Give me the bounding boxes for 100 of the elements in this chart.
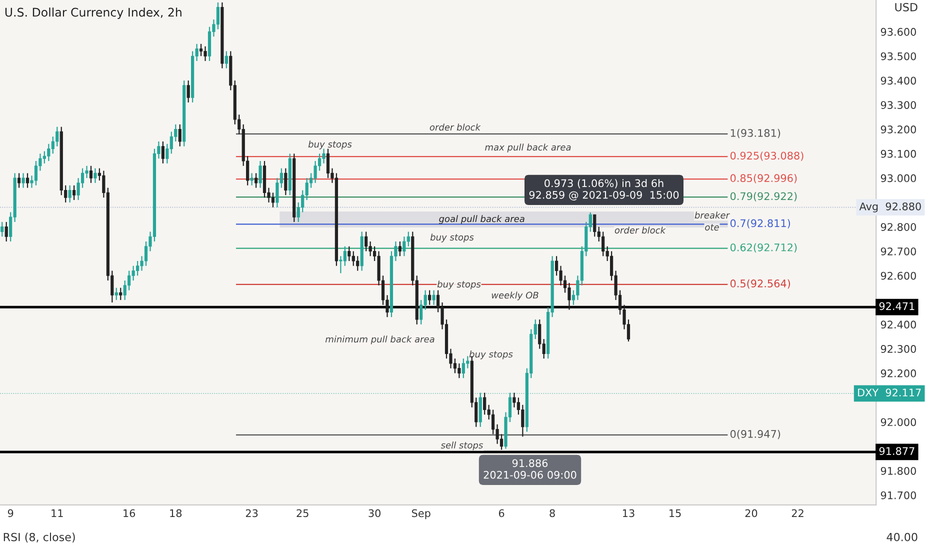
candlestick [364,231,368,252]
candlestick [352,250,355,266]
y-tick-label: 93.400 [880,76,916,85]
candlestick [250,172,254,186]
annotation: order block [614,226,666,234]
annotation: sell stops [440,442,483,450]
annotation: ote [705,224,719,231]
ref-line-label: 0.85(92.996) [730,174,797,184]
y-tick-label: 92.600 [880,272,916,280]
candlestick [114,287,118,301]
ref-line-label: 0(91.947) [730,430,780,440]
candlestick [34,160,38,186]
text: RSI (8, close) [4,532,75,543]
candlestick [432,290,436,306]
ref-line-label: 0.79(92.922) [730,192,797,202]
ref-line-label: DXY 92.117 [858,388,921,396]
candlestick [204,46,207,62]
annotation: order block [430,124,481,131]
candlestick [322,148,326,164]
x-tick-label: 11 [52,509,63,517]
y-tick-label: 91.700 [880,491,916,500]
candlestick [568,282,571,310]
candlestick [368,240,372,257]
annotation: 0.973 (1.06%) in 3d 6h 92.859 @ 2021-09-09 15:00 [529,179,679,200]
x-tick-label: Sep [412,509,430,520]
candlestick [284,168,288,196]
candlestick [398,240,402,257]
candlestick [94,168,97,184]
annotation: buy stops [430,234,474,242]
candlestick [89,165,93,184]
candlestick [428,290,432,306]
candlestick [402,236,406,257]
candlestick [420,299,423,325]
y-tick-label: 93.500 [880,52,916,60]
x-tick-label: 6 [498,509,504,518]
candlestick [348,246,351,262]
candlestick [119,287,122,301]
ref-line-label: 1(93.181) [730,128,780,138]
candlestick [17,172,21,188]
candlestick [602,231,605,257]
candlestick [22,172,25,188]
candlestick [161,140,164,164]
candlestick [47,143,50,162]
candlestick [521,404,524,438]
annotation: 91.886 2021-09-06 09:00 [484,459,576,479]
y-tick-label: 92.400 [880,320,916,329]
x-tick-label: 22 [792,509,804,517]
candlestick [216,2,220,30]
annotation: max pull back area [485,144,571,152]
ref-line-label: 0.7(92.811) [730,219,790,228]
x-tick-label: 30 [368,509,380,518]
candlestick [458,362,461,379]
x-tick-label: 20 [745,509,758,518]
x-tick-label: 23 [246,509,258,518]
annotation: breaker [694,212,730,219]
x-tick-label: 25 [296,509,308,518]
candlestick [326,148,330,179]
candlestick [593,214,596,238]
candlestick [254,172,258,188]
y-tick-label: 92.300 [880,345,916,353]
y-tick-label: 93.300 [880,101,916,109]
candlestick [26,172,30,188]
annotation: minimum pull back area [325,336,434,344]
ref-line-label: 0.62(92.712) [730,243,797,253]
x-tick-label: 13 [623,509,634,518]
x-tick-label: 8 [550,509,555,518]
y-tick-label: 93.100 [880,150,916,158]
candlestick [4,221,8,242]
candlestick [224,50,228,69]
ref-line-label: 92.471 [879,302,914,310]
candlestick [199,43,203,57]
candlestick [144,240,148,266]
band-label: goal pull back area [439,215,524,224]
annotation: buy stops [469,350,513,360]
y-tick-label: 92.000 [880,418,916,426]
candlestick [186,80,190,103]
x-tick-label: 9 [8,509,14,518]
annotation: buy stops [308,140,352,150]
y-tick-label: 92.800 [880,223,916,231]
candlestick [56,126,59,147]
candlestick [68,184,72,204]
ref-line-label: 91.877 [879,447,914,455]
candlestick [132,265,135,282]
candlestick [483,392,486,416]
candlestick [0,221,4,238]
y-tick-label: 93.600 [880,28,916,36]
candlestick [356,256,360,272]
x-tick-label: 16 [124,509,136,518]
annotation: weekly OB [492,292,538,300]
y-tick-label: 91.800 [880,466,916,475]
candlestick [512,392,516,408]
x-tick-label: 18 [170,509,182,518]
candlestick [343,246,346,266]
x-tick-label: 15 [670,509,681,518]
ref-line-label: 0.5(92.564) [730,279,790,289]
y-tick-label: 93.200 [880,126,916,134]
y-tick-label: 92.700 [880,247,916,256]
text: 40.00 [886,532,918,542]
y-tick-label: 93.000 [880,174,916,182]
candlestick [314,160,317,184]
